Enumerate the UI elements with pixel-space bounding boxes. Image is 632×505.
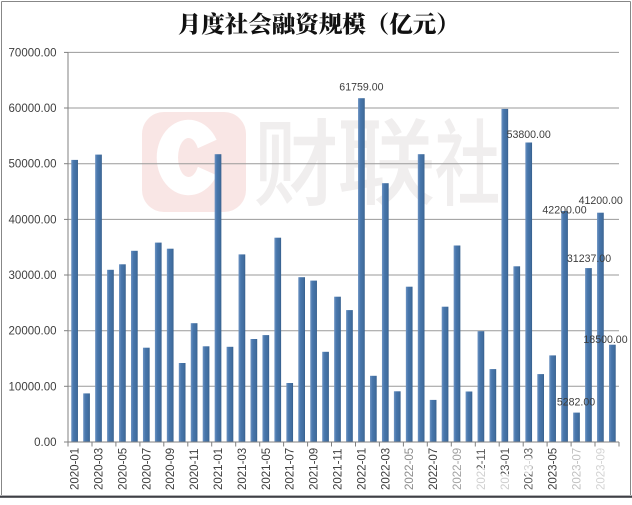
svg-text:2021-07: 2021-07 — [285, 448, 297, 490]
svg-text:2022-09: 2022-09 — [452, 448, 464, 490]
svg-text:2020-09: 2020-09 — [165, 448, 177, 490]
svg-text:2020-07: 2020-07 — [141, 448, 153, 490]
svg-text:60000.00: 60000.00 — [9, 103, 57, 115]
svg-text:42200.00: 42200.00 — [542, 205, 586, 217]
svg-text:2022-05: 2022-05 — [404, 448, 416, 490]
svg-text:53800.00: 53800.00 — [507, 129, 551, 141]
svg-text:2021-03: 2021-03 — [237, 448, 249, 490]
svg-text:2021-11: 2021-11 — [333, 449, 345, 490]
svg-text:20000.00: 20000.00 — [9, 326, 57, 338]
svg-text:10000.00: 10000.00 — [9, 381, 57, 393]
svg-text:50000.00: 50000.00 — [9, 159, 57, 171]
svg-text:40000.00: 40000.00 — [9, 214, 57, 226]
svg-text:2021-01: 2021-01 — [213, 448, 225, 490]
svg-text:70000.00: 70000.00 — [9, 47, 57, 59]
svg-text:2022-03: 2022-03 — [380, 448, 392, 490]
svg-text:2020-05: 2020-05 — [117, 448, 129, 490]
svg-text:41200.00: 41200.00 — [579, 195, 623, 207]
svg-text:31237.00: 31237.00 — [567, 253, 611, 265]
svg-text:2023-09: 2023-09 — [595, 448, 607, 490]
svg-text:2022-01: 2022-01 — [356, 448, 368, 490]
svg-text:2020-03: 2020-03 — [94, 448, 106, 490]
svg-text:2020-01: 2020-01 — [70, 448, 82, 490]
svg-text:2022-07: 2022-07 — [428, 448, 440, 490]
svg-text:30000.00: 30000.00 — [9, 270, 57, 282]
svg-text:0.00: 0.00 — [34, 437, 56, 449]
svg-text:2023-07: 2023-07 — [572, 448, 584, 490]
svg-text:5282.00: 5282.00 — [557, 396, 595, 408]
svg-text:2021-05: 2021-05 — [261, 448, 273, 490]
svg-text:2023-05: 2023-05 — [548, 448, 560, 490]
svg-text:18500.00: 18500.00 — [583, 334, 627, 346]
svg-text:2021-09: 2021-09 — [309, 448, 321, 490]
svg-text:61759.00: 61759.00 — [339, 82, 383, 94]
svg-text:2020-11: 2020-11 — [189, 449, 201, 490]
